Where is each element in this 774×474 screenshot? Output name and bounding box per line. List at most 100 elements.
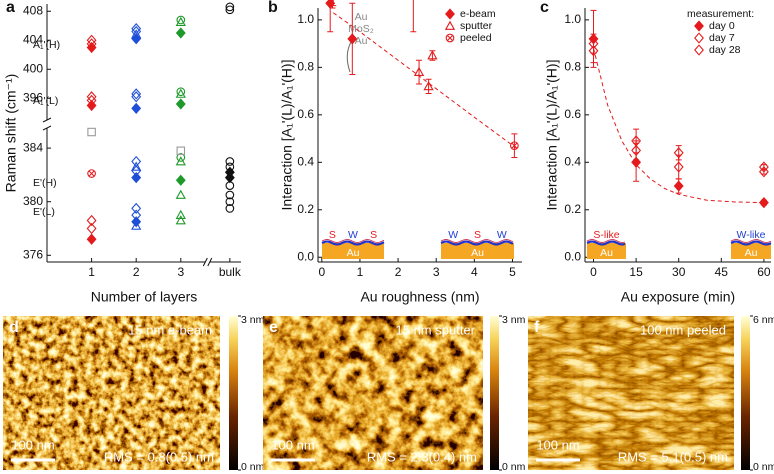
legend-title: measurement: xyxy=(687,8,754,20)
data-point xyxy=(87,127,96,137)
data-point xyxy=(86,34,97,46)
x-tick-label: 2 xyxy=(133,265,140,279)
legend-label: day 7 xyxy=(709,32,735,44)
x-axis-label: Number of layers xyxy=(91,289,198,305)
x-tick-label: 3 xyxy=(177,265,184,279)
image-label: 15 nm sputter xyxy=(396,322,476,337)
data-point xyxy=(175,27,186,39)
data-point xyxy=(673,161,684,173)
inset-mos2-top xyxy=(586,239,626,243)
colorbar-tick-label: 3 nm xyxy=(502,314,526,326)
legend-marker xyxy=(445,33,455,43)
x-tick-label: 3 xyxy=(433,265,440,279)
inset-label: W xyxy=(348,229,358,241)
data-point xyxy=(175,174,186,186)
afm-image xyxy=(263,316,483,470)
data-point xyxy=(225,157,235,166)
legend-marker xyxy=(694,20,704,32)
y-tick-label: 1.0 xyxy=(297,12,314,26)
y-tick-label: 396 xyxy=(23,90,43,104)
panel-letter: c xyxy=(540,0,549,16)
colorbar-tick-label: 3 nm xyxy=(241,314,265,326)
legend-marker xyxy=(694,44,704,56)
image-label: 15 nm e-beam xyxy=(128,322,212,337)
error-bar xyxy=(330,0,337,7)
x-tick-label: 15 xyxy=(629,265,643,279)
legend-label: peeled xyxy=(460,32,492,44)
data-point xyxy=(176,153,186,162)
panel-letter: b xyxy=(268,0,278,16)
y-tick-label: 0.4 xyxy=(564,154,581,168)
inset-mos2-top xyxy=(321,239,385,243)
data-point xyxy=(175,209,186,220)
legend-label: sputter xyxy=(460,20,493,32)
data-point xyxy=(175,189,186,199)
colorbar xyxy=(741,316,750,470)
inset-substrate xyxy=(441,243,514,259)
data-point xyxy=(631,144,642,157)
data-point xyxy=(758,166,769,178)
data-point xyxy=(176,87,186,97)
x-axis-label: Au exposure (min) xyxy=(621,289,735,305)
inset-mos2 xyxy=(440,240,514,246)
image-label: 100 nm peeled xyxy=(640,322,726,337)
y-tick-label: 376 xyxy=(23,247,43,261)
data-point xyxy=(131,88,142,100)
data-point xyxy=(588,45,599,57)
marker-cross xyxy=(446,34,454,42)
axis-break xyxy=(42,117,52,131)
annotation-arrow xyxy=(346,41,352,73)
annotation: E'(H) xyxy=(33,177,57,189)
axis-break xyxy=(202,257,213,267)
panel-letter: e xyxy=(269,319,278,336)
afm-image xyxy=(3,316,220,470)
inset-label: S xyxy=(370,229,377,241)
inset-label: W-like xyxy=(737,229,766,241)
inset-label: S xyxy=(474,229,481,241)
inset-label: S-like xyxy=(593,229,619,241)
marker-cross xyxy=(88,170,95,177)
data-point xyxy=(225,204,235,213)
data-point xyxy=(131,102,142,115)
x-tick-label: bulk xyxy=(219,265,242,279)
x-tick-label: 45 xyxy=(715,265,729,279)
y-tick-label: 0.8 xyxy=(564,60,581,74)
colorbar-tick-label: 0 nm xyxy=(241,461,265,473)
y-tick-label: 408 xyxy=(23,3,43,17)
fit-line xyxy=(593,48,764,204)
data-point xyxy=(131,33,142,45)
scale-bar-label: 100 nm xyxy=(271,437,314,452)
data-point xyxy=(673,180,684,192)
error-bar xyxy=(416,59,423,85)
inset-substrate xyxy=(322,243,384,259)
data-point xyxy=(86,214,97,227)
scale-bar-label: 100 nm xyxy=(536,437,579,452)
data-point xyxy=(131,29,142,39)
data-point xyxy=(86,233,97,245)
inset-mos2-top xyxy=(730,239,772,243)
y-tick-label: 0.0 xyxy=(297,249,314,263)
x-tick-label: 4 xyxy=(471,265,478,279)
data-point xyxy=(131,165,142,177)
panel-letter: f xyxy=(534,319,540,336)
rms-label: RMS = 0.8(0.5) nm xyxy=(104,449,214,464)
x-tick-label: 30 xyxy=(672,265,686,279)
inset-label: Au xyxy=(745,247,758,259)
data-point xyxy=(427,50,438,60)
colorbar-tick-label: 6 nm xyxy=(753,314,774,326)
error-bar xyxy=(329,0,336,9)
legend-label: day 0 xyxy=(709,20,735,32)
legend-marker xyxy=(445,8,455,20)
x-tick-label: 0 xyxy=(590,265,597,279)
data-point xyxy=(758,197,769,209)
error-bar xyxy=(675,154,682,180)
data-point xyxy=(131,171,142,184)
annotation: Au xyxy=(355,11,368,23)
y-axis-label: Interaction [A₁'(L)/A₁'(H)] xyxy=(279,60,295,211)
inset-mos2 xyxy=(321,240,385,246)
data-point xyxy=(225,197,235,207)
afm-image xyxy=(528,316,734,470)
inset-label: W xyxy=(497,229,507,241)
inset-label: W xyxy=(448,229,458,241)
